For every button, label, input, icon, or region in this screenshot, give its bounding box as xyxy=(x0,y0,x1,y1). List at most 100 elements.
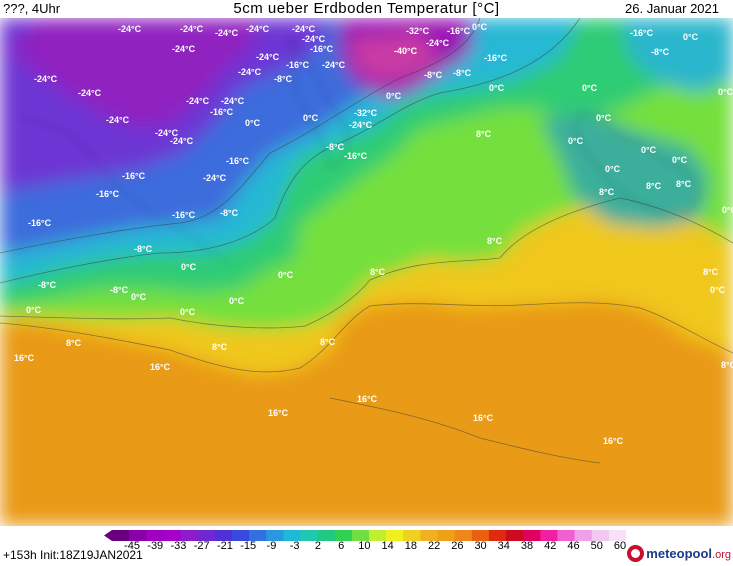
temperature-label: -24°C xyxy=(118,24,142,34)
meteopool-logo[interactable]: meteopool.org xyxy=(627,542,731,564)
temperature-label: 0°C xyxy=(641,145,657,155)
colorbar xyxy=(104,530,626,541)
run-info: ???, 4Uhr xyxy=(3,1,61,16)
temperature-label: 8°C xyxy=(487,236,503,246)
temperature-label: 0°C xyxy=(229,296,245,306)
coastlines xyxy=(19,37,701,264)
colorbar-tick: -3 xyxy=(289,540,300,552)
colorbar-segment xyxy=(197,530,216,541)
colorbar-tick: 26 xyxy=(451,540,464,552)
colorbar-segment xyxy=(369,530,387,541)
temperature-label: 0°C xyxy=(489,83,505,93)
temperature-label: 16°C xyxy=(603,436,624,446)
temperature-label: -16°C xyxy=(122,171,146,181)
colorbar-tick: -45 xyxy=(124,540,140,552)
colorbar-tick: -9 xyxy=(266,540,277,552)
temperature-label: 8°C xyxy=(721,360,733,370)
temperature-label: -16°C xyxy=(447,26,471,36)
colorbar-tick: 42 xyxy=(544,540,557,552)
temperature-label: -24°C xyxy=(238,67,262,77)
temperature-label: 0°C xyxy=(180,307,196,317)
colorbar-tick: -27 xyxy=(193,540,210,552)
colorbar-segment xyxy=(420,530,439,541)
colorbar-segment xyxy=(386,530,404,541)
temperature-label: -16°C xyxy=(484,53,508,63)
colorbar-tick: -21 xyxy=(216,540,233,552)
colorbar-tick: 10 xyxy=(358,540,371,552)
temperature-label: 0°C xyxy=(26,305,42,315)
temperature-label: 8°C xyxy=(370,267,386,277)
colorbar-tick: 6 xyxy=(338,540,345,552)
colorbar-segment xyxy=(214,530,233,541)
temperature-label: 0°C xyxy=(722,205,733,215)
colorbar-segment xyxy=(334,530,353,541)
colorbar-segment xyxy=(317,530,336,541)
forecast-date: 26. Januar 2021 xyxy=(625,1,719,16)
logo-main: meteopool xyxy=(646,545,713,561)
temperature-label: -8°C xyxy=(134,244,153,254)
temperature-label: 16°C xyxy=(268,408,289,418)
temperature-label: 8°C xyxy=(320,337,336,347)
temperature-label: -24°C xyxy=(256,52,280,62)
colorbar-segment xyxy=(591,530,610,541)
temperature-label: 0°C xyxy=(181,262,197,272)
temperature-label: 0°C xyxy=(303,113,319,123)
colorbar-tick: -39 xyxy=(147,540,164,552)
temperature-label: 0°C xyxy=(568,136,584,146)
temperature-field xyxy=(0,18,733,526)
temperature-label: -16°C xyxy=(210,107,234,117)
colorbar-segment xyxy=(283,530,301,541)
colorbar-ticks: -45 -39 -33 -27 -21 -15 -9 -3 2 6 10 14 18 22 26 30 34 38… xyxy=(104,540,626,554)
temperature-label: 0°C xyxy=(718,87,733,97)
colorbar-segment xyxy=(488,530,507,541)
temperature-label: -24°C xyxy=(155,128,179,138)
temperature-label: 8°C xyxy=(599,187,615,197)
colorbar-tick: 38 xyxy=(520,540,534,552)
temperature-label: -24°C xyxy=(302,34,326,44)
temperature-label: 0°C xyxy=(605,164,621,174)
colorbar-segment xyxy=(437,530,456,541)
logo-text: meteopool.org xyxy=(646,546,731,561)
colorbar-segment xyxy=(403,530,421,541)
temperature-label: -24°C xyxy=(292,24,316,34)
colorbar-segment xyxy=(231,530,250,541)
temperature-label: 8°C xyxy=(703,267,719,277)
colorbar-segment xyxy=(471,530,490,541)
colorbar-segment xyxy=(506,530,524,541)
temperature-label: -16°C xyxy=(172,210,196,220)
temperature-label: -32°C xyxy=(406,26,430,36)
colorbar-tick: 14 xyxy=(381,540,394,552)
temperature-label: 0°C xyxy=(596,113,612,123)
colorbar-segment xyxy=(163,530,182,541)
temperature-label: -24°C xyxy=(170,136,194,146)
temperature-label: -8°C xyxy=(424,70,443,80)
colorbar-segment xyxy=(180,530,199,541)
colorbar-tick: 50 xyxy=(590,540,603,552)
temperature-label: -24°C xyxy=(349,120,373,130)
colorbar-tick: 18 xyxy=(404,540,417,552)
colorbar-segment xyxy=(112,530,130,541)
colorbar-segment xyxy=(540,530,558,541)
colorbar-tick: -15 xyxy=(240,540,257,552)
temperature-label: -8°C xyxy=(326,142,345,152)
temperature-label: 8°C xyxy=(212,342,228,352)
temperature-label: -16°C xyxy=(630,28,654,38)
colorbar-segment xyxy=(249,530,267,541)
colorbar-segment xyxy=(146,530,164,541)
colorbar-segment xyxy=(129,530,147,541)
temperature-label: 8°C xyxy=(676,179,692,189)
temperature-label: 16°C xyxy=(357,394,378,404)
temperature-label: -24°C xyxy=(203,173,227,183)
map-title: 5cm ueber Erdboden Temperatur [°C] xyxy=(233,0,500,17)
temperature-labels: -24°C -24°C -24°C -24°C -24°C -32°C -16°C 0°C-1… xyxy=(14,22,733,446)
colorbar-segment xyxy=(557,530,576,541)
temperature-label: -16°C xyxy=(28,218,52,228)
colorbar-segment xyxy=(454,530,473,541)
temperature-label: -24°C xyxy=(106,115,130,125)
temperature-label: 16°C xyxy=(473,413,494,423)
temperature-label: -32°C xyxy=(354,108,378,118)
temperature-label: -8°C xyxy=(453,68,472,78)
temperature-label: 0°C xyxy=(672,155,688,165)
temperature-label: -24°C xyxy=(215,28,239,38)
temperature-label: 0°C xyxy=(683,32,699,42)
